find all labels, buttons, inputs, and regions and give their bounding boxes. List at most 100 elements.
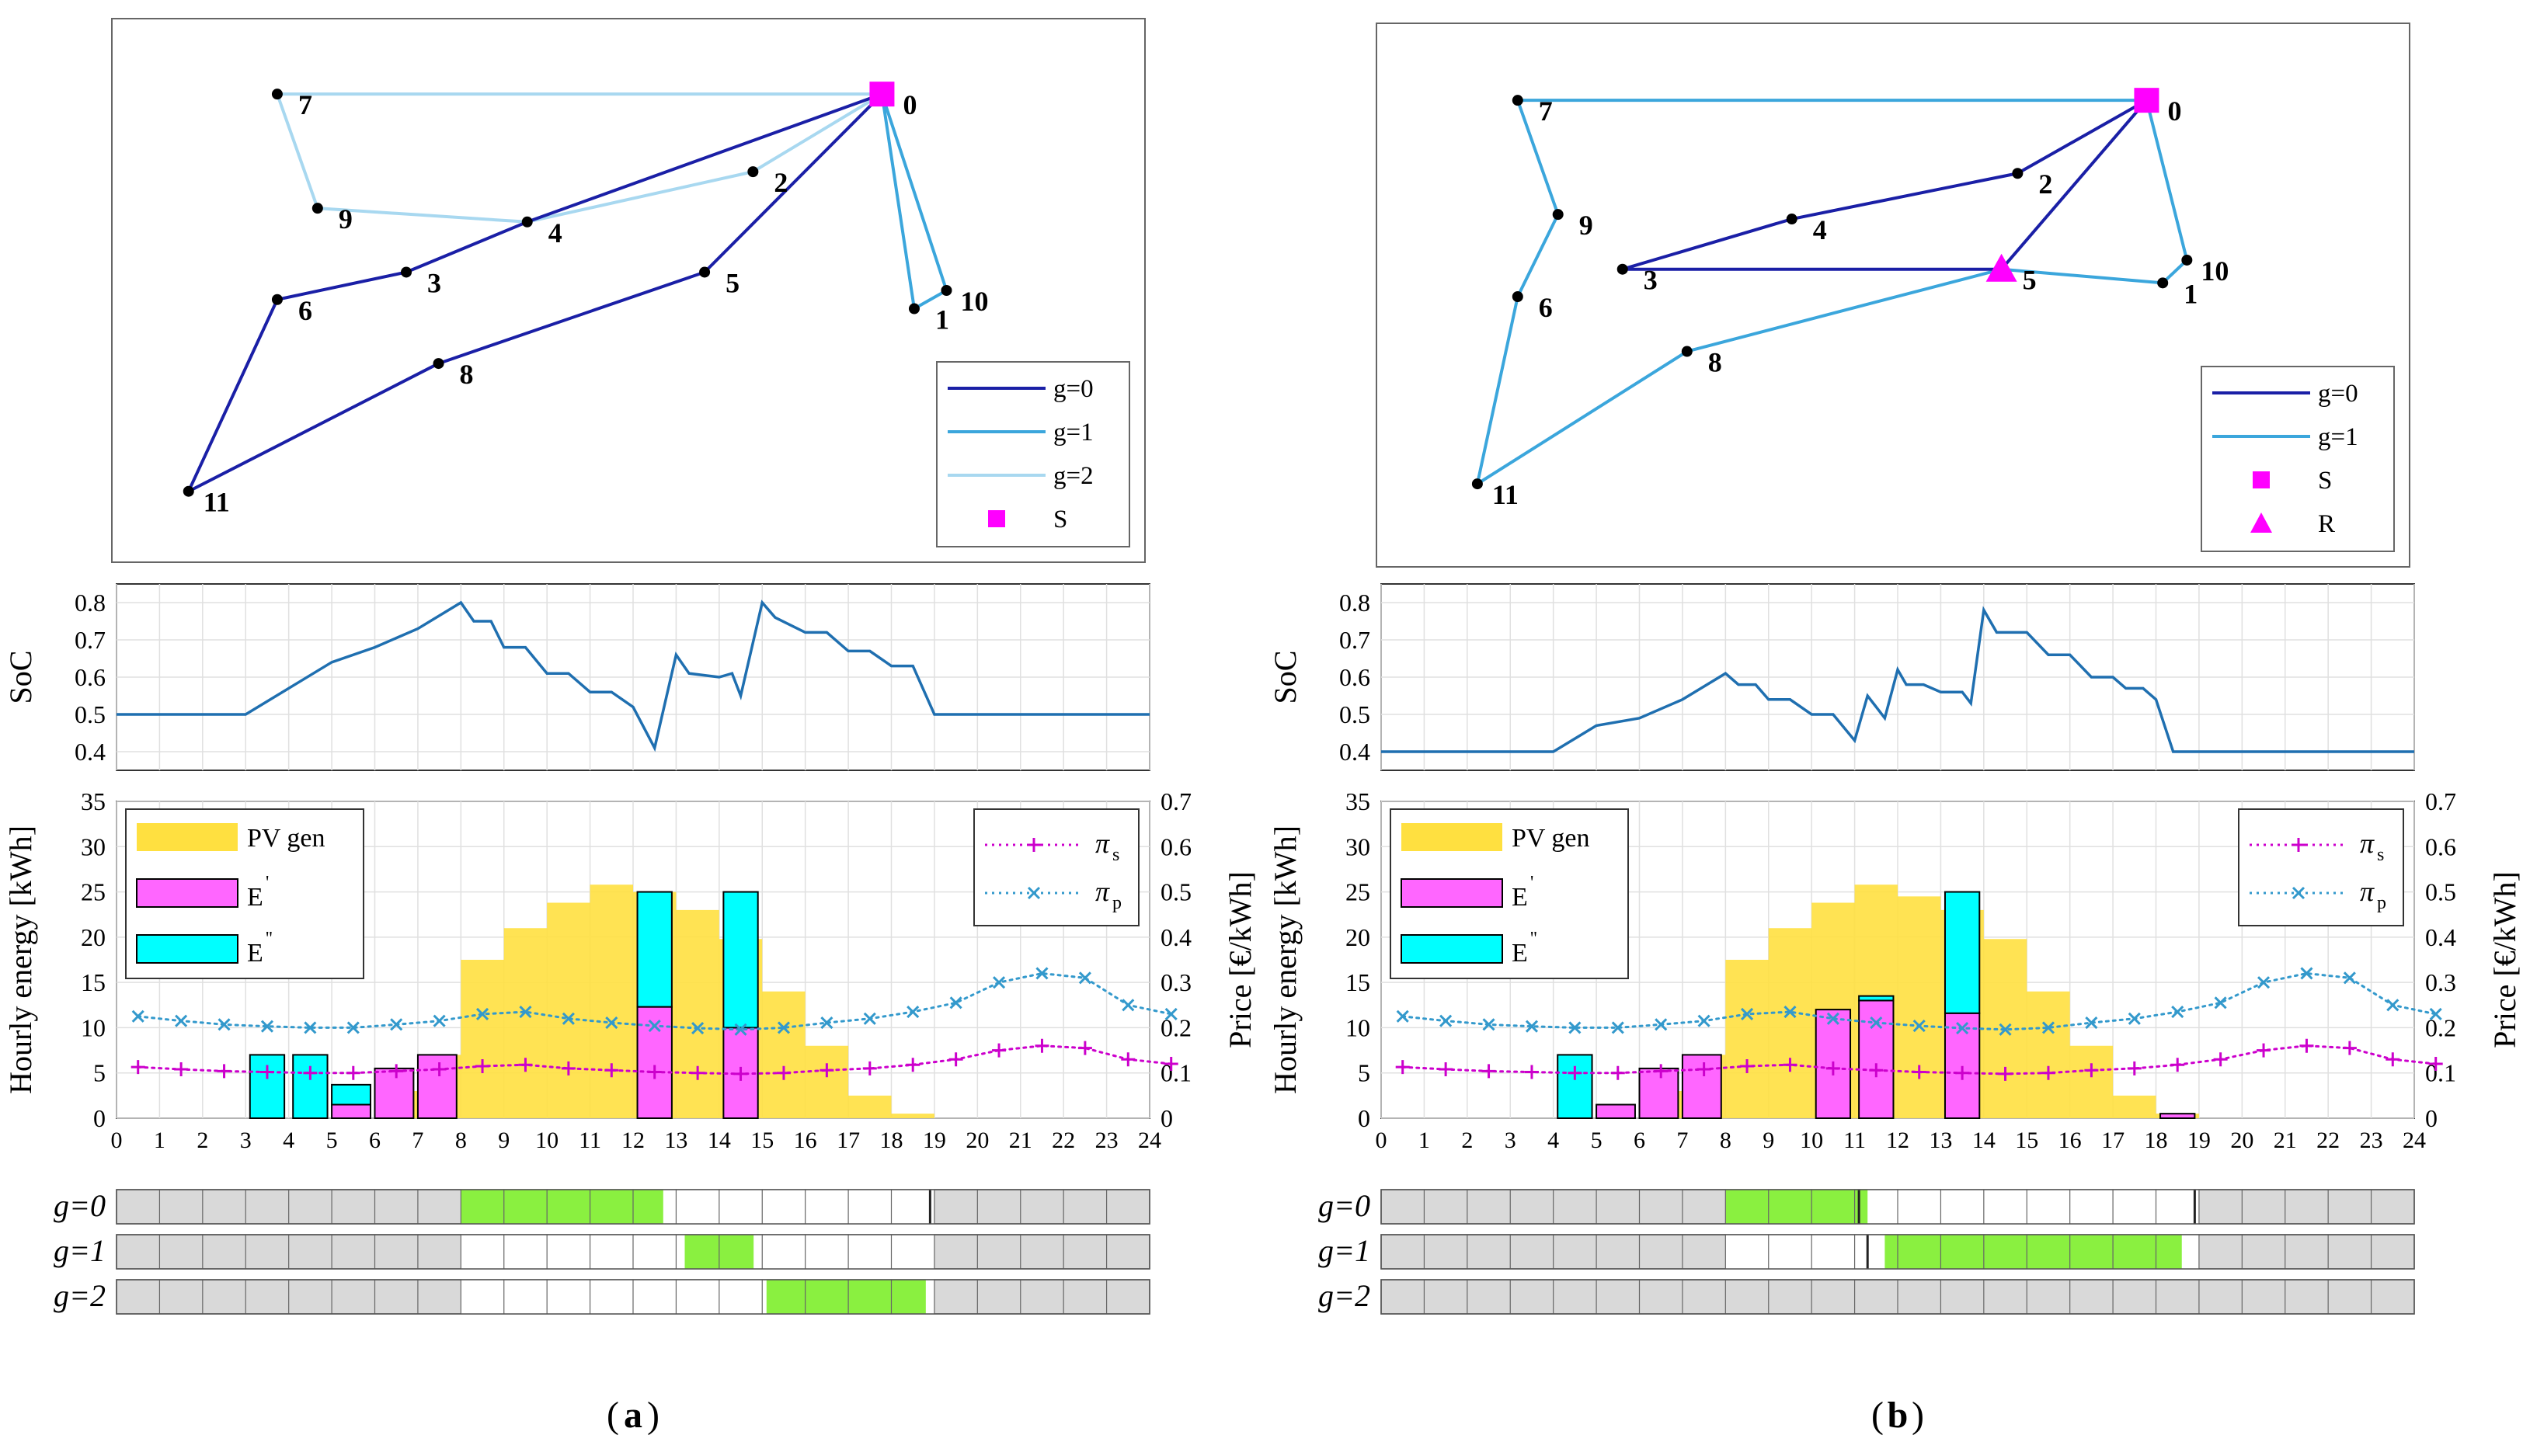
pi-s-point xyxy=(2386,1052,2400,1067)
energy-ytick-label: 20 xyxy=(1345,923,1370,951)
xtick-label: 17 xyxy=(837,1128,860,1153)
pi-p-point xyxy=(260,1020,274,1033)
pi-p-point xyxy=(2386,999,2399,1012)
xtick-label: 20 xyxy=(2230,1128,2253,1153)
node-3-point xyxy=(1616,263,1628,275)
xtick-label: 4 xyxy=(283,1128,294,1153)
xtick-label: 21 xyxy=(2274,1128,2297,1153)
node-7-label: 7 xyxy=(298,89,312,120)
schedule-row-border xyxy=(116,1189,1150,1225)
e-prime-bar xyxy=(374,1067,415,1120)
xtick-label: 4 xyxy=(1547,1128,1559,1153)
pi-s-point xyxy=(1740,1058,1755,1073)
node-6-point xyxy=(271,294,283,305)
panel-b: 01234567891011g=0g=1SR0.40.50.60.70.8SoC… xyxy=(1268,23,2522,1436)
node-11-label: 11 xyxy=(1492,479,1519,510)
pi-s-point xyxy=(1654,1064,1669,1079)
legend-S-swatch xyxy=(2253,471,2270,488)
schedule-active xyxy=(461,1190,663,1224)
legend-pi-p-subscript: p xyxy=(2377,893,2386,913)
xtick-label: 12 xyxy=(621,1128,645,1153)
legend-g=2-label: g=2 xyxy=(1053,462,1094,490)
node-5-point xyxy=(699,266,711,278)
caption-paren-close: ) xyxy=(647,1395,659,1436)
node-9-label: 9 xyxy=(1579,210,1593,241)
pi-p-point xyxy=(1826,1012,1839,1025)
node-5-label: 5 xyxy=(2023,265,2037,296)
legend-e-dprime-swatch xyxy=(1401,934,1503,964)
node-8-label: 8 xyxy=(460,359,474,390)
legend-e-prime-mark: ' xyxy=(266,873,269,893)
node-1-label: 1 xyxy=(935,304,949,335)
soc-ytick-label: 0.5 xyxy=(1339,700,1370,728)
schedule-active xyxy=(766,1280,926,1314)
pi-p-point xyxy=(907,1005,920,1019)
pi-p-point xyxy=(2085,1016,2098,1030)
energy-ytick-label: 25 xyxy=(81,878,106,906)
pi-p-point xyxy=(1396,1009,1409,1023)
e-prime-bar xyxy=(1596,1103,1636,1119)
node-8-label: 8 xyxy=(1708,347,1722,378)
node-6-label: 6 xyxy=(1539,292,1553,323)
pi-s-point xyxy=(2084,1063,2099,1078)
pi-p-point xyxy=(1122,999,1135,1012)
node-10-point xyxy=(2181,254,2193,266)
pi-s-point xyxy=(1825,1061,1840,1075)
xtick-label: 2 xyxy=(1461,1128,1473,1153)
xtick-label: 24 xyxy=(1138,1128,1161,1153)
pi-s-point xyxy=(1121,1052,1136,1067)
pi-s-point xyxy=(2299,1038,2314,1053)
legend-pv-swatch xyxy=(137,823,238,851)
pi-s-point xyxy=(303,1065,318,1080)
price-ytick-label: 0.3 xyxy=(1161,968,1192,996)
schedule-active xyxy=(1884,1235,2182,1269)
schedule-row-border xyxy=(1380,1189,2415,1225)
pi-s-point xyxy=(2041,1065,2055,1080)
node-3-point xyxy=(401,266,412,278)
xtick-label: 6 xyxy=(1634,1128,1645,1153)
e-prime-bar xyxy=(1681,1054,1722,1120)
route-legend xyxy=(936,361,1130,547)
node-7-point xyxy=(271,89,283,100)
route-g0 xyxy=(1620,99,2149,271)
xtick-label: 22 xyxy=(1052,1128,1075,1153)
route-g1 xyxy=(880,93,948,311)
price-ytick-label: 0.7 xyxy=(1161,787,1192,815)
route-g0 xyxy=(186,92,883,493)
pi-s-point xyxy=(1524,1065,1539,1079)
station-marker-S xyxy=(869,82,895,107)
soc-ytick-label: 0.5 xyxy=(75,700,106,728)
xtick-label: 3 xyxy=(1505,1128,1516,1153)
xtick-label: 19 xyxy=(923,1128,946,1153)
schedule-row-label: g=1 xyxy=(1318,1233,1370,1268)
pi-s-point xyxy=(561,1061,576,1075)
soc-ytick-label: 0.6 xyxy=(75,663,106,691)
legend-pi-p-subscript: p xyxy=(1112,893,1122,913)
legend-S-label: S xyxy=(1053,506,1067,533)
schedule-row-label: g=0 xyxy=(1318,1188,1370,1223)
legend-g=1-label: g=1 xyxy=(2318,423,2358,451)
soc-ytick-label: 0.6 xyxy=(1339,663,1370,691)
schedule-row-border xyxy=(116,1279,1150,1315)
pi-s-point xyxy=(346,1065,360,1080)
legend-S-label: S xyxy=(2318,467,2332,495)
pi-s-point xyxy=(948,1052,963,1067)
pi-p-point xyxy=(1784,1005,1797,1019)
energy-ytick-label: 0 xyxy=(1358,1104,1370,1132)
pi-s-point xyxy=(1439,1062,1453,1077)
price-ytick-label: 0.4 xyxy=(1161,923,1192,951)
legend-e-dprime-mark: '' xyxy=(1530,929,1537,949)
xtick-label: 15 xyxy=(2015,1128,2038,1153)
xtick-label: 14 xyxy=(1972,1128,1996,1153)
pi-p-point xyxy=(218,1018,231,1031)
xtick-label: 5 xyxy=(326,1128,338,1153)
xtick-label: 0 xyxy=(111,1128,123,1153)
energy-ylabel: Hourly energy [kWh] xyxy=(1268,825,1303,1094)
legend-e-prime-swatch xyxy=(136,878,238,908)
pi-p-point xyxy=(562,1012,575,1025)
node-7-point xyxy=(1512,95,1523,106)
schedule-active xyxy=(1725,1190,1868,1224)
pi-s-point xyxy=(862,1061,877,1075)
legend-e-prime-swatch xyxy=(1401,878,1503,908)
route-g1 xyxy=(1475,99,2189,486)
